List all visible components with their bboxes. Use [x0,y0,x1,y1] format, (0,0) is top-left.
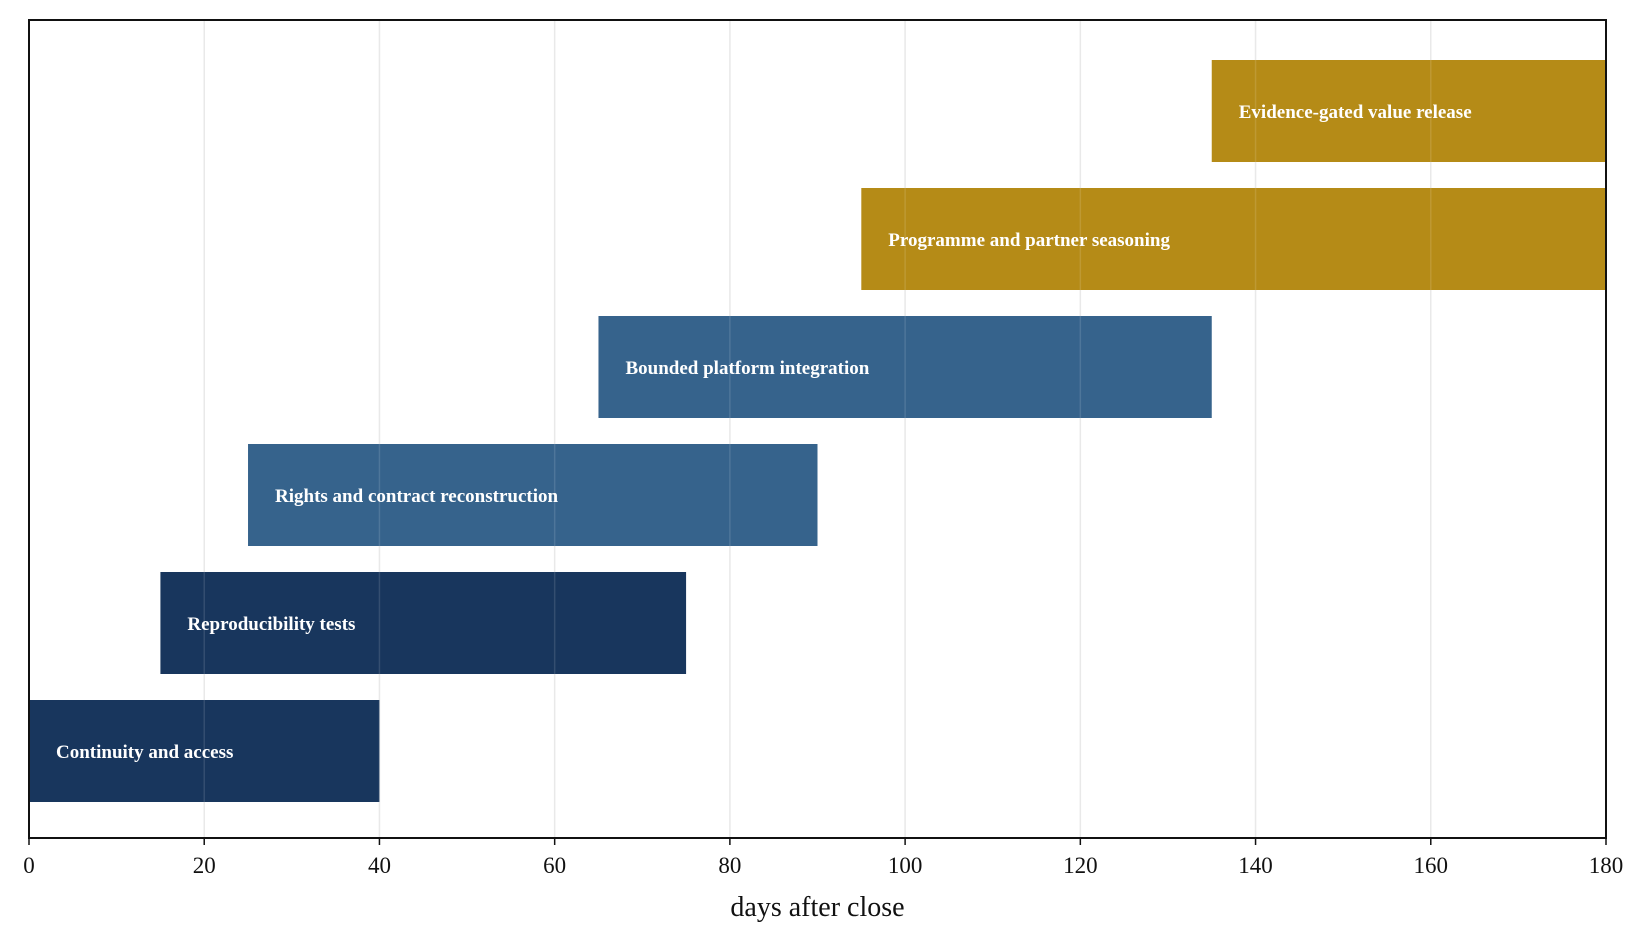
task-bar-label: Reproducibility tests [187,614,355,635]
task-bar [861,188,1606,290]
task-bar [1211,60,1606,162]
task-bar-label: Bounded platform integration [625,358,869,379]
bars-layer: Continuity and access Reproducibility tes… [29,20,1606,838]
x-axis-title: days after close [730,892,904,923]
x-tick-label: 160 [1414,853,1449,878]
x-tick-label: 80 [718,853,741,878]
x-tick-label: 120 [1063,853,1098,878]
x-tick-label: 40 [368,853,391,878]
x-tick-label: 140 [1238,853,1273,878]
task-bar-label: Programme and partner seasoning [888,230,1170,251]
task-bar [598,316,1212,418]
task-bar [29,700,380,802]
x-tick-label: 100 [888,853,923,878]
plot-frame [28,19,1607,839]
task-bar-label: Continuity and access [56,742,233,763]
x-axis-ticks: 0 20 40 60 80 100 120 140 160 180 [23,838,1623,878]
task-bar [160,572,687,674]
x-tick-label: 20 [193,853,216,878]
task-bar [248,444,818,546]
task-bar-label: Rights and contract reconstruction [275,486,558,507]
x-tick-label: 0 [23,853,35,878]
x-tick-label: 180 [1589,853,1624,878]
x-tick-label: 60 [543,853,566,878]
task-bar-label: Evidence-gated value release [1239,102,1472,123]
